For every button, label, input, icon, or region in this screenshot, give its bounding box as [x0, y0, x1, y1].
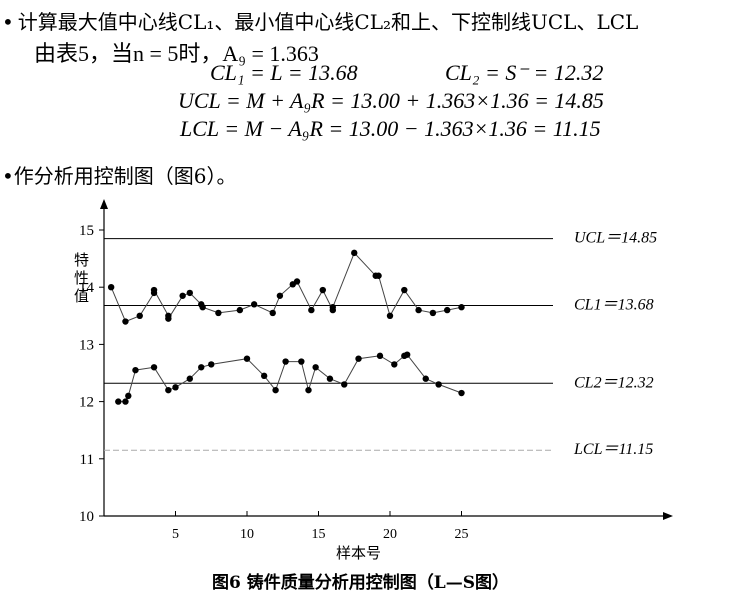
bullet-dot: •: [2, 10, 14, 34]
data-point: [250, 301, 258, 308]
data-point: [458, 389, 465, 397]
data-point: [355, 355, 362, 362]
data-point: [208, 361, 215, 368]
data-point: [198, 364, 205, 371]
data-point: [312, 364, 319, 371]
data-point: [415, 306, 422, 314]
control-line-label: UCL＝14.85: [574, 230, 657, 247]
data-point: [122, 318, 129, 325]
y-tick-label: 12: [79, 395, 94, 411]
data-point: [165, 315, 172, 322]
bullet-2-text: 作分析用控制图（图6）。: [13, 164, 237, 188]
formula-ucl: UCL = M + A₉R = 13.00 + 1.363×1.36 = 14.…: [178, 88, 604, 113]
data-point: [260, 372, 268, 380]
data-point: [276, 292, 284, 299]
data-point: [391, 361, 398, 368]
bullet-2: •作分析用控制图（图6）。: [2, 160, 237, 189]
data-point: [199, 304, 206, 311]
y-axis-arrow: [100, 199, 108, 209]
x-tick-label: 5: [172, 527, 179, 542]
data-point: [132, 366, 139, 374]
data-point: [308, 306, 315, 314]
formula-cl1: CL₁ = L = 13.68: [210, 60, 358, 85]
control-chart: 10 11 12 13 14 15 5 10 15 20 25 样本号 特性值 UCL＝14.85 CL1＝…: [74, 199, 673, 562]
data-point: [165, 386, 172, 394]
x-axis-arrow: [663, 512, 673, 520]
data-point: [386, 312, 394, 319]
data-point: [107, 284, 115, 291]
figure-caption: 图6 铸件质量分析用控制图（L—S图）: [212, 573, 509, 593]
bullet-1: • 计算最大值中心线CL₁、最小值中心线CL₂和上、下控制线UCL、LCL: [2, 6, 638, 35]
data-point: [376, 352, 384, 360]
data-point: [401, 286, 408, 294]
control-line-label: CL1＝13.68: [574, 297, 654, 314]
bullet-dot: •: [2, 164, 14, 188]
data-point: [186, 289, 193, 297]
data-point: [122, 398, 129, 405]
formula-cl2: CL₂ = S⁻ = 12.32: [445, 60, 604, 85]
data-point: [125, 392, 132, 400]
y-tick-label: 15: [79, 223, 94, 239]
data-point: [305, 386, 312, 394]
data-point: [179, 292, 186, 299]
x-tick-label: 20: [383, 527, 397, 542]
data-point: [269, 309, 276, 317]
data-point: [172, 384, 179, 391]
y-tick-label: 13: [79, 337, 94, 353]
series-line: [110, 251, 462, 323]
formula-lcl: LCL = M − A₉R = 13.00 − 1.363×1.36 = 11.…: [180, 116, 601, 141]
data-point: [215, 309, 222, 317]
data-point: [272, 386, 279, 394]
data-point: [150, 286, 158, 294]
data-point: [444, 306, 451, 314]
data-point: [293, 278, 301, 285]
data-point: [435, 381, 442, 388]
y-tick-label: 10: [79, 509, 94, 525]
data-point: [236, 306, 244, 314]
y-tick-label: 14: [79, 280, 95, 296]
y-tick-label: 11: [80, 452, 94, 468]
data-point: [319, 286, 326, 294]
x-tick-label: 10: [240, 527, 254, 542]
series-line: [118, 354, 462, 403]
data-point: [282, 358, 289, 365]
data-point: [329, 304, 336, 311]
data-point: [326, 375, 334, 382]
x-axis-label: 样本号: [336, 544, 381, 562]
control-line-label: LCL＝11.15: [573, 441, 653, 458]
data-point: [403, 351, 411, 358]
table-reference-line: 由表5，当n = 5时，A₉ = 1.363: [34, 41, 319, 66]
data-point: [429, 309, 437, 317]
data-point: [115, 398, 122, 405]
data-point: [341, 381, 348, 388]
y-axis-label: 特性值: [74, 251, 89, 305]
data-point: [422, 375, 429, 382]
data-point: [375, 272, 382, 279]
control-line-label: CL2＝12.32: [574, 374, 654, 391]
data-point: [186, 375, 193, 382]
data-point: [458, 304, 465, 311]
data-point: [351, 249, 358, 257]
x-tick-label: 15: [312, 527, 326, 542]
bullet-1-text: 计算最大值中心线CL₁、最小值中心线CL₂和上、下控制线UCL、LCL: [17, 10, 639, 34]
data-point: [136, 312, 143, 319]
data-point: [243, 355, 251, 362]
data-point: [298, 358, 305, 365]
data-point: [150, 364, 158, 371]
x-tick-label: 25: [455, 527, 469, 542]
